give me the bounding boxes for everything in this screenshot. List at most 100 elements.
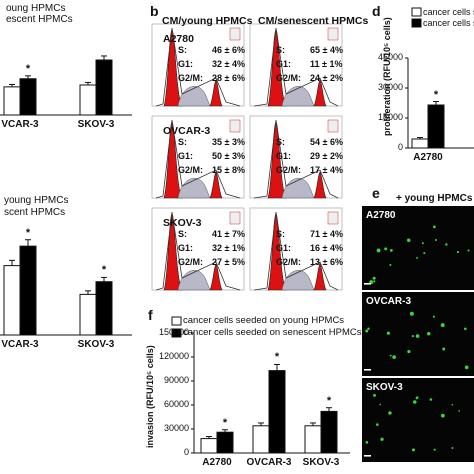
phase-value: 41 ± 7% [212, 229, 245, 239]
category-label: A2780 [413, 152, 443, 163]
fluorescent-cell [421, 242, 424, 245]
phase-label: S: [178, 137, 187, 147]
phase-value: 35 ± 3% [212, 137, 245, 147]
phase-value: 32 ± 1% [212, 243, 245, 253]
g2m-peak [313, 263, 327, 291]
fluorescent-cell [373, 280, 376, 283]
fluorescent-cell [464, 365, 469, 370]
bar [427, 104, 445, 149]
fluorescent-cell [451, 403, 454, 406]
bar [3, 86, 21, 116]
fluorescent-cell [440, 413, 445, 418]
category-label: SKOV-3 [302, 457, 340, 468]
bar-charts [0, 7, 474, 454]
phase-label: G2/M: [178, 165, 204, 175]
significance-star: * [274, 351, 280, 364]
col-header-senescent: CM/senescent HPMCs [258, 15, 369, 27]
histogram-outline [155, 27, 241, 107]
bar [79, 293, 97, 336]
legend-f-1: cancer cells seeded on young HPMCs [183, 315, 345, 326]
panel-letter-d: d [372, 3, 381, 19]
fluorescent-cell [415, 396, 419, 400]
significance-star: * [101, 264, 107, 277]
phase-label: S: [178, 229, 187, 239]
bar [3, 265, 21, 336]
histogram-outline [253, 27, 339, 107]
fluorescent-cell [365, 441, 369, 444]
phase-label: S: [276, 45, 285, 55]
phase-label: S: [178, 45, 187, 55]
phase-value: 13 ± 6% [310, 257, 343, 267]
phase-label: G2/M: [276, 257, 302, 267]
y-tick-label: 45000 [377, 52, 403, 62]
fluorescent-cell [433, 448, 436, 451]
y-tick-label: 60000 [163, 399, 189, 409]
phase-value: 71 ± 4% [310, 229, 343, 239]
fluorescent-cell [464, 327, 467, 331]
fluorescent-cell [409, 311, 414, 316]
phase-value: 17 ± 4% [310, 165, 343, 175]
fluorescent-cell [389, 264, 392, 266]
fluorescent-cell [411, 448, 415, 452]
y-tick-label: 30000 [163, 423, 189, 433]
phase-label: G1: [276, 151, 292, 161]
y-tick-label: 90000 [163, 375, 189, 385]
s-phase-area [281, 178, 315, 199]
microscopy-panel [362, 206, 474, 462]
bar [268, 370, 286, 454]
fluorescent-cell [451, 446, 454, 449]
g2m-peak [313, 171, 327, 199]
fluorescent-cell [445, 243, 448, 246]
y-tick-label: 120000 [158, 351, 189, 361]
phase-value: 46 ± 6% [212, 45, 245, 55]
bar [95, 59, 113, 116]
y-tick-label: 30000 [377, 82, 403, 92]
s-phase-area [281, 270, 315, 291]
phase-value: 15 ± 8% [212, 165, 245, 175]
significance-star: * [433, 88, 439, 101]
legend-c-2: scent HPMCs [4, 207, 66, 218]
histogram-legend-box [327, 119, 339, 133]
fluorescent-cell [467, 249, 470, 252]
histogram-legend-box [327, 27, 339, 41]
phase-value: 54 ± 6% [310, 137, 343, 147]
phase-value: 11 ± 1% [310, 59, 343, 69]
panel-letter-b: b [150, 3, 159, 19]
fluorescent-cell [380, 437, 384, 441]
fluorescent-cell [429, 398, 433, 401]
fluorescent-cell [426, 332, 431, 336]
histogram-legend-box [229, 27, 241, 41]
histogram-outline [155, 119, 241, 199]
y-tick-label: 0 [397, 142, 403, 152]
phase-value: 24 ± 2% [310, 73, 343, 83]
fluorescent-cell [411, 334, 414, 338]
g2m-peak [209, 171, 223, 199]
bar [19, 245, 37, 336]
legend-swatch-young [411, 7, 422, 17]
s-phase-area [177, 270, 211, 291]
g2m-peak [209, 263, 223, 291]
fluorescent-cell [386, 331, 390, 335]
panel-letter-f: f [148, 307, 153, 323]
bar [411, 138, 429, 149]
legend-d-1: cancer cells s [423, 7, 474, 17]
histogram-outline [253, 119, 339, 199]
category-label: SKOV-3 [77, 339, 115, 350]
phase-label: G1: [178, 151, 194, 161]
phase-label: G2/M: [178, 257, 204, 267]
bar [304, 425, 322, 454]
fluorescent-cell [365, 329, 369, 333]
microscopy-label-a2780: A2780 [366, 210, 396, 221]
histogram-legend-box [229, 211, 241, 225]
category-label: VCAR-3 [1, 119, 39, 130]
significance-star: * [222, 416, 228, 429]
y-axis-label: invasion (RFU/10⁵ cells) [145, 345, 155, 448]
fluorescent-cell [376, 248, 381, 253]
fluorescent-cell [392, 355, 396, 359]
fluorescent-cell [389, 248, 393, 252]
histogram-outline [253, 211, 339, 291]
phase-label: G1: [178, 243, 194, 253]
phase-label: G1: [178, 59, 194, 69]
fluorescent-cell [458, 410, 461, 412]
